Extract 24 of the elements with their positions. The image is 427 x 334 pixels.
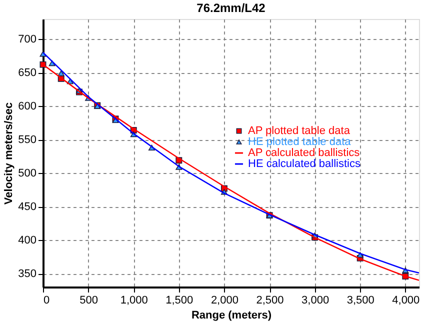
- x-tick-label: 500: [80, 294, 98, 306]
- x-tick-label: 0: [44, 294, 50, 306]
- y-tick-label: 350: [18, 268, 36, 280]
- x-tick-label: 1,500: [166, 294, 194, 306]
- y-tick-label: 500: [18, 168, 36, 180]
- y-axis-title: Velocity meters/sec: [3, 102, 16, 205]
- y-tick-label: 400: [18, 234, 36, 247]
- y-tick-label: 450: [18, 201, 36, 214]
- y-tick-label: 650: [18, 67, 36, 80]
- x-tick-label: 2,500: [256, 294, 284, 306]
- legend-label: AP plotted table data: [248, 125, 351, 137]
- x-tick-label: 3,000: [302, 294, 330, 306]
- y-tick-label: 550: [18, 134, 36, 146]
- legend-label: HE calculated ballistics: [248, 158, 361, 170]
- x-tick-label: 1,000: [120, 294, 148, 306]
- y-tick-label: 700: [18, 34, 36, 46]
- x-tick-label: 2,000: [210, 294, 238, 306]
- x-tick-label: 4,000: [392, 294, 420, 306]
- chart-title: 76.2mm/L42: [196, 1, 266, 15]
- y-tick-label: 600: [18, 100, 36, 113]
- x-axis-title: Range (meters): [191, 310, 272, 322]
- legend-label: AP calculated ballistics: [248, 147, 360, 159]
- x-tick-label: 3,500: [346, 294, 374, 306]
- legend-label: HE plotted table data: [248, 136, 352, 148]
